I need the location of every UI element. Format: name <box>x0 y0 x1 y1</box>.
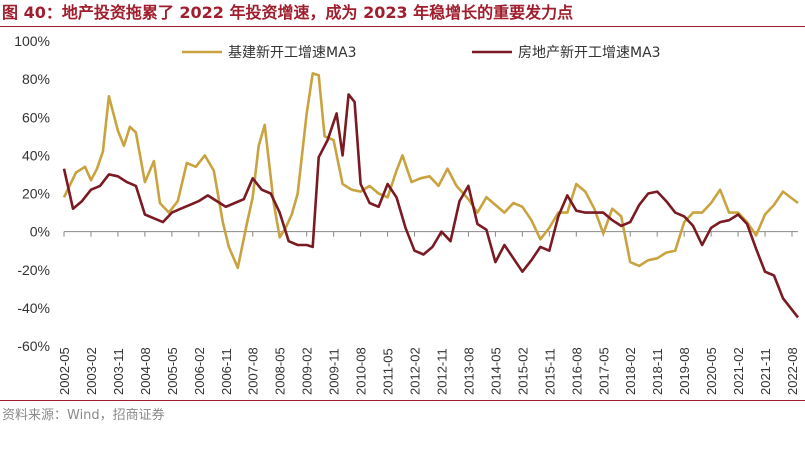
x-tick-label: 2020-05 <box>704 347 719 395</box>
y-axis: 100% 80% 60% 40% 20% 0% -20% -40% -60% <box>14 33 50 354</box>
y-tick-label: 40% <box>22 147 50 163</box>
x-tick-label: 2002-05 <box>57 347 72 395</box>
x-tick-label: 2017-05 <box>596 347 611 395</box>
x-tick-label: 2018-11 <box>650 348 665 395</box>
x-tick-label: 2006-02 <box>192 347 207 395</box>
x-tick-label: 2019-08 <box>677 347 692 395</box>
x-tick-label: 2013-08 <box>461 347 476 395</box>
x-tick-label: 2009-02 <box>300 347 315 395</box>
y-tick-label: 0% <box>30 224 50 240</box>
y-tick-label: -60% <box>17 338 50 354</box>
y-tick-label: 100% <box>14 33 50 49</box>
y-tick-label: 60% <box>22 109 50 125</box>
source-note: 资料来源：Wind，招商证券 <box>2 408 165 423</box>
x-tick-label: 2009-11 <box>327 348 342 395</box>
legend-label-1: 基建新开工增速MA3 <box>228 44 357 61</box>
x-tick-label: 2008-05 <box>273 347 288 395</box>
x-tick-label: 2016-08 <box>569 347 584 395</box>
figure-title: 图 40：地产投资拖累了 2022 年投资增速，成为 2023 年稳增长的重要发… <box>2 3 574 22</box>
x-tick-label: 2011-05 <box>381 348 396 395</box>
y-tick-label: 80% <box>22 71 50 87</box>
x-tick-label: 2005-05 <box>165 347 180 395</box>
series-layer <box>62 72 800 319</box>
x-tick-label: 2003-11 <box>111 348 126 395</box>
x-tick-label: 2007-08 <box>246 347 261 395</box>
x-tick-label: 2010-08 <box>354 347 369 395</box>
line-chart: 100%80%60%40%20%0%-20%-40%-60% 2002-05 20… <box>14 33 800 395</box>
x-tick-label: 2012-02 <box>408 347 423 395</box>
x-tick-label: 2006-11 <box>219 348 234 395</box>
y-tick-label: 20% <box>22 186 50 202</box>
x-tick-label: 2021-02 <box>731 347 746 395</box>
x-tick-label: 2015-02 <box>515 347 530 395</box>
title-divider <box>0 26 805 27</box>
series-line-2 <box>62 93 800 319</box>
source-divider <box>0 400 805 401</box>
x-tick-label: 2022-08 <box>785 347 800 395</box>
y-tick-label: -20% <box>17 262 50 278</box>
x-tick-label: 2021-11 <box>758 348 773 395</box>
x-tick-label: 2003-02 <box>84 347 99 395</box>
y-tick-label: -40% <box>17 300 50 316</box>
x-tick-label: 2018-02 <box>623 347 638 395</box>
series-line-1 <box>62 72 799 270</box>
legend: 基建新开工增速MA3 房地产新开工增速MA3 <box>182 44 661 61</box>
x-tick-label: 2014-05 <box>488 347 503 395</box>
legend-label-2: 房地产新开工增速MA3 <box>518 45 661 61</box>
x-tick-label: 2015-11 <box>542 348 557 395</box>
x-axis: 2002-05 2003-02 2003-11 2004-08 2005-05 2006-… <box>57 231 800 395</box>
x-tick-label: 2012-11 <box>434 348 449 395</box>
x-tick-label: 2004-08 <box>138 347 153 395</box>
